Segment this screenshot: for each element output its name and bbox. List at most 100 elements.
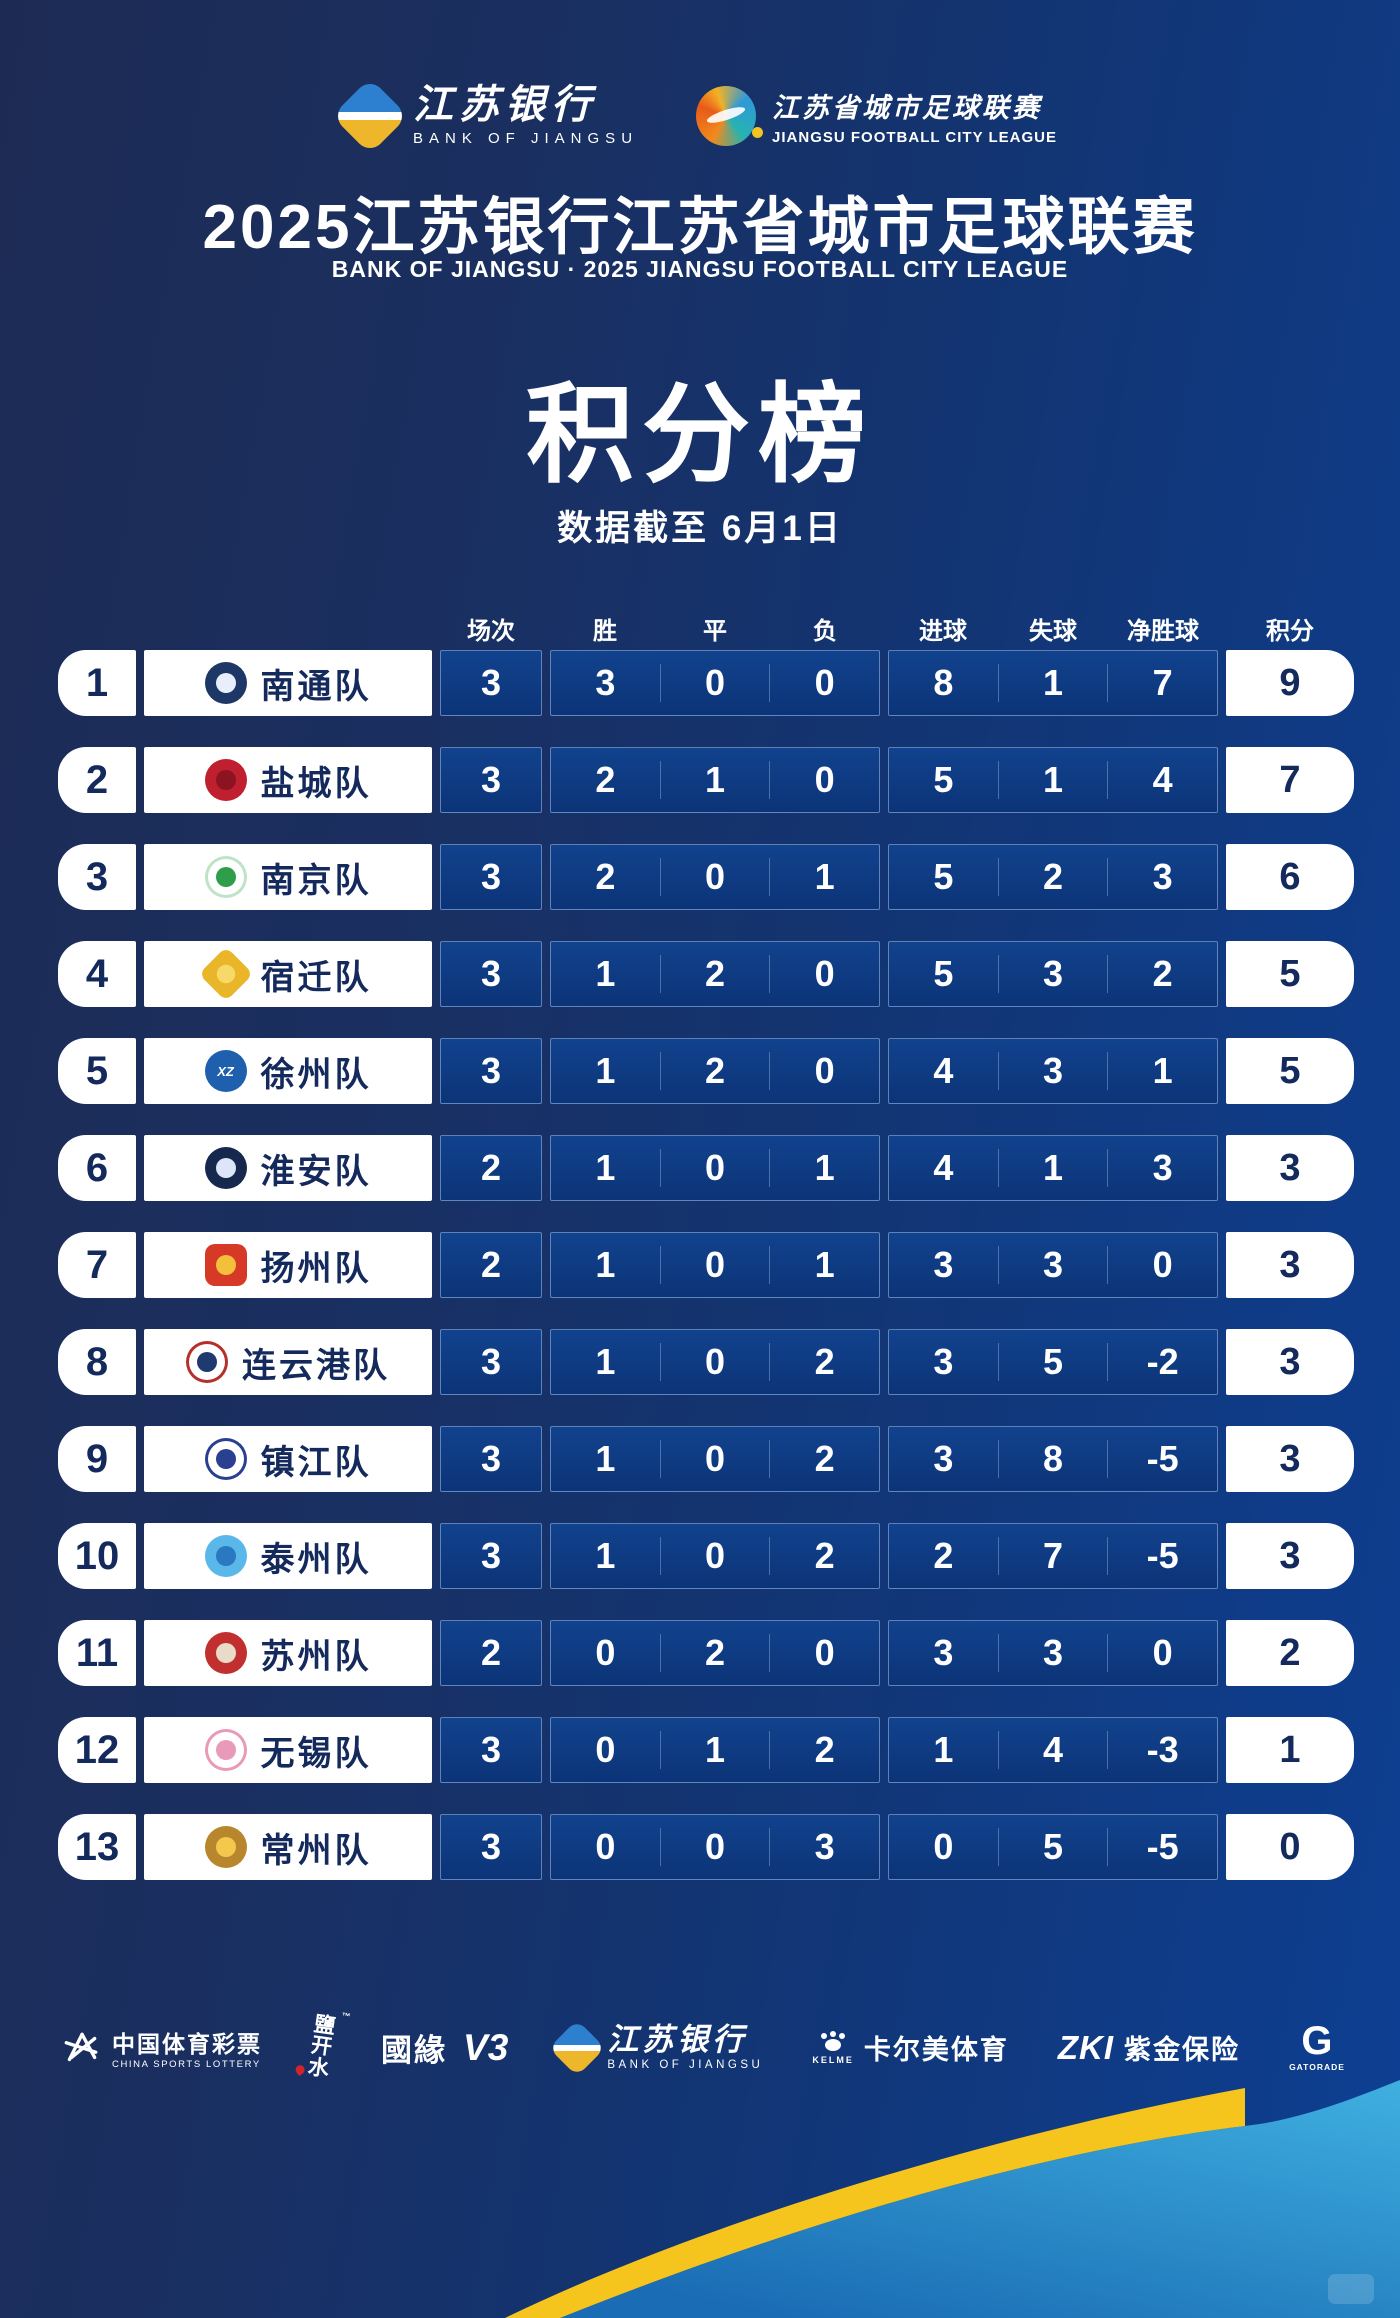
goal-diff-value: -5: [1146, 1826, 1179, 1867]
loss-value: 1: [814, 856, 835, 897]
kelme-paw-icon: [821, 2031, 846, 2051]
draw-value: 1: [704, 1729, 725, 1770]
team-name: 扬州队: [260, 1249, 372, 1288]
goals-against-value: 3: [1042, 1632, 1063, 1673]
team-logo: [198, 946, 253, 1002]
played-cell: 3: [440, 941, 542, 1007]
team-logo-mark: [215, 1546, 236, 1566]
goals-cell: 8 1 7: [888, 650, 1218, 716]
table-row: 4 宿迁队 3 1 2 0 5 3 2: [58, 941, 1358, 1007]
win-draw-loss-cell: 1 0 1: [550, 1135, 880, 1201]
draw-value: 2: [704, 1050, 725, 1091]
table-row: 13 常州队 3 0 0 3 0 5 -5: [58, 1814, 1358, 1880]
team-logo-letters: XZ: [217, 1063, 234, 1079]
team-logo-mark: [215, 1837, 236, 1857]
goals-cell: 5 1 4: [888, 747, 1218, 813]
win-value: 0: [595, 1729, 616, 1770]
loss-value: 2: [814, 1535, 835, 1576]
goal-diff-value: 2: [1152, 953, 1173, 994]
played-value: 3: [480, 1050, 502, 1091]
loss-value: 0: [814, 1632, 835, 1673]
win-value: 1: [595, 1244, 616, 1285]
team-cell: 盐城队: [144, 747, 432, 813]
played-value: 2: [480, 1147, 502, 1188]
team-logo: [204, 856, 247, 898]
win-value: 1: [595, 1341, 616, 1382]
sponsors-bar: 中国体育彩票 CHINA SPORTS LOTTERY ™ 鹽 开 水 國緣 V…: [60, 1985, 1345, 2110]
table-row: 6 淮安队 2 1 0 1 4 1 3: [58, 1135, 1358, 1201]
goal-diff-value: -5: [1146, 1535, 1179, 1576]
table-row: 1 南通队 3 3 0 0 8 1 7: [58, 650, 1358, 716]
goals-cell: 3 5 -2: [888, 1329, 1218, 1395]
team-cell: 宿迁队: [144, 941, 432, 1007]
rank-number: 11: [75, 1630, 119, 1675]
points-badge: 3: [1226, 1135, 1354, 1201]
draw-value: 0: [704, 662, 725, 703]
page-subtitle: BANK OF JIANGSU · 2025 JIANGSU FOOTBALL …: [331, 256, 1069, 282]
points-badge: 3: [1226, 1426, 1354, 1492]
table-row: 5 XZ 徐州队 3 1 2 0 4 3 1: [58, 1038, 1358, 1104]
goals-against-value: 3: [1042, 1050, 1063, 1091]
team-cell: 无锡队: [144, 1717, 432, 1783]
guoyuan-wordmark: 國緣: [381, 2033, 448, 2068]
goal-diff-value: 0: [1152, 1632, 1173, 1673]
loss-value: 0: [814, 662, 835, 703]
win-value: 1: [595, 1438, 616, 1479]
team-name: 南通队: [260, 667, 372, 706]
win-value: 1: [595, 1535, 616, 1576]
page-title: 2025江苏银行江苏省城市足球联赛: [202, 193, 1198, 262]
team-cell: 苏州队: [144, 1620, 432, 1686]
points-value: 0: [1279, 1825, 1301, 1868]
rank-badge: 2: [58, 747, 136, 813]
table-row: 11 苏州队 2 0 2 0 3 3 0: [58, 1620, 1358, 1686]
table-row: 8 连云港队 3 1 0 2 3 5 -2: [58, 1329, 1358, 1395]
team-logo-mark: [215, 1158, 236, 1178]
win-draw-loss-cell: 0 2 0: [550, 1620, 880, 1686]
points-badge: 2: [1226, 1620, 1354, 1686]
team-cell: 常州队: [144, 1814, 432, 1880]
draw-value: 0: [704, 1438, 725, 1479]
team-logo: [186, 1341, 228, 1383]
goals-cell: 5 2 3: [888, 844, 1218, 910]
team-name: 苏州队: [260, 1637, 372, 1676]
played-cell: 2: [440, 1620, 542, 1686]
league-logo-cn: 江苏省城市足球联赛: [772, 92, 1043, 123]
bank-logo-cn: 江苏银行: [413, 83, 597, 127]
col-goals-against: 失球: [1029, 617, 1077, 645]
goals-for-value: 3: [933, 1341, 954, 1382]
win-value: 2: [595, 759, 616, 800]
goals-cell: 3 8 -5: [888, 1426, 1218, 1492]
team-name: 宿迁队: [260, 958, 372, 997]
col-played: 场次: [467, 617, 515, 645]
rank-badge: 11: [58, 1620, 136, 1686]
goals-for-value: 3: [933, 1438, 954, 1479]
team-cell: 连云港队: [144, 1329, 432, 1395]
bank-footer-cn: 江苏银行: [607, 2022, 748, 2057]
played-value: 3: [480, 953, 502, 994]
goal-diff-value: 0: [1152, 1244, 1173, 1285]
win-draw-loss-cell: 1 0 1: [550, 1232, 880, 1298]
goals-for-value: 1: [933, 1729, 954, 1770]
points-value: 6: [1279, 855, 1301, 898]
goals-against-value: 8: [1042, 1438, 1063, 1479]
col-points: 积分: [1266, 617, 1314, 645]
goals-against-value: 1: [1042, 1147, 1063, 1188]
loss-value: 2: [814, 1438, 835, 1479]
rank-number: 12: [74, 1727, 120, 1772]
draw-value: 1: [704, 759, 725, 800]
played-cell: 3: [440, 1038, 542, 1104]
points-value: 3: [1279, 1437, 1301, 1480]
goals-cell: 0 5 -5: [888, 1814, 1218, 1880]
points-badge: 5: [1226, 1038, 1354, 1104]
win-value: 2: [595, 856, 616, 897]
rank-badge: 6: [58, 1135, 136, 1201]
sponsor-bank-of-jiangsu: 江苏银行 BANK OF JIANGSU: [549, 2019, 763, 2076]
goal-diff-value: -5: [1146, 1438, 1179, 1479]
goal-diff-value: 3: [1152, 856, 1173, 897]
rank-number: 10: [74, 1533, 120, 1578]
table-row: 12 无锡队 3 0 1 2 1 4 -3: [58, 1717, 1358, 1783]
sponsor-gatorade: G GATORADE: [1289, 2021, 1345, 2072]
sponsor-zijin-insurance: ZKI 紫金保险: [1058, 2028, 1240, 2067]
league-logo: 江苏省城市足球联赛 JIANGSU FOOTBALL CITY LEAGUE: [696, 85, 1057, 146]
